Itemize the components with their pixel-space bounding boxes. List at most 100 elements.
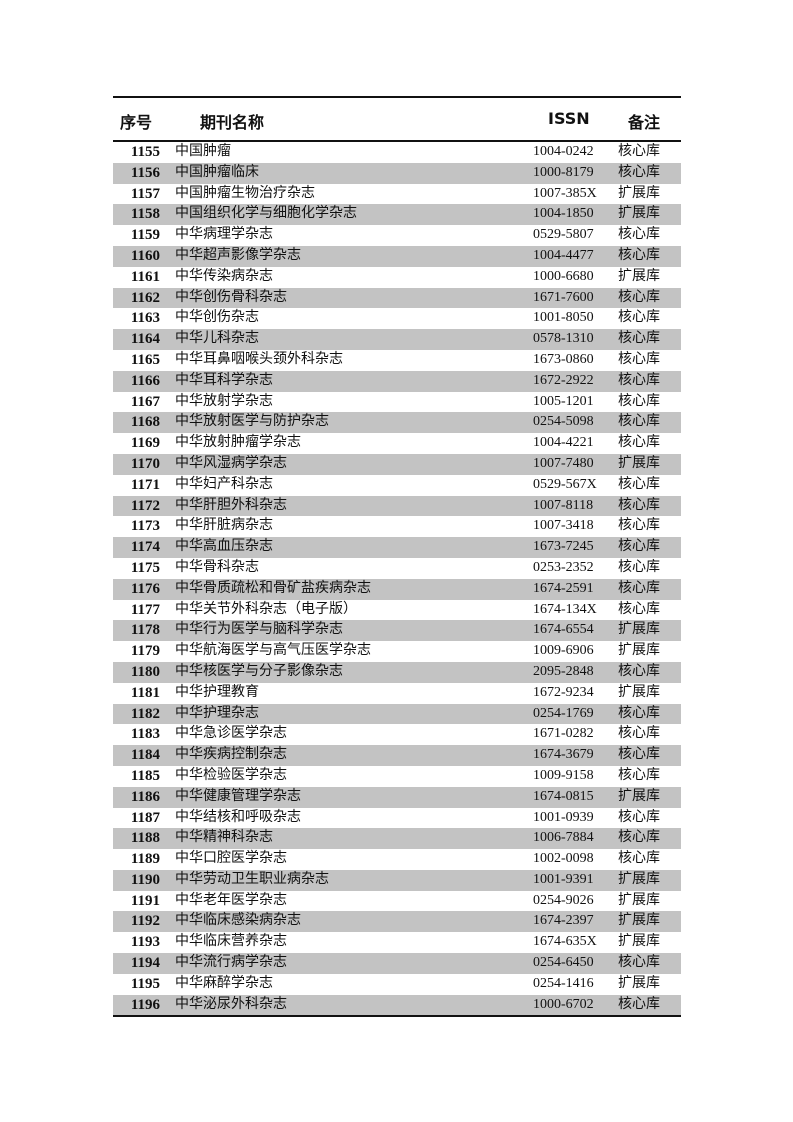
journal-name: 中华行为医学与脑科学杂志 [175, 622, 343, 638]
row-number: 1177 [130, 601, 160, 618]
library-note: 扩展库 [618, 892, 660, 908]
issn: 1007-7480 [533, 455, 594, 471]
row-number: 1165 [130, 351, 160, 368]
table-row: 1157 中国肿瘤生物治疗杂志 1007-385X 扩展库 [113, 184, 681, 205]
library-note: 核心库 [618, 705, 660, 721]
journal-name: 中华老年医学杂志 [175, 892, 287, 908]
row-number: 1178 [130, 622, 160, 639]
issn: 1674-2591 [533, 580, 594, 596]
journal-name: 中华航海医学与高气压医学杂志 [175, 643, 371, 659]
row-number: 1156 [130, 164, 160, 181]
row-number: 1163 [130, 310, 160, 327]
table-row: 1193 中华临床营养杂志 1674-635X 扩展库 [113, 932, 681, 953]
header-issn: ISSN [548, 109, 590, 128]
journal-name: 中华放射肿瘤学杂志 [175, 435, 301, 451]
header-name: 期刊名称 [200, 113, 265, 132]
row-number: 1167 [130, 393, 160, 410]
library-note: 扩展库 [618, 643, 660, 659]
journal-name: 中国肿瘤临床 [175, 164, 259, 180]
journal-name: 中华急诊医学杂志 [175, 726, 287, 742]
row-number: 1171 [130, 476, 160, 493]
journal-name: 中国肿瘤生物治疗杂志 [175, 185, 315, 201]
journal-name: 中华核医学与分子影像杂志 [175, 663, 343, 679]
library-note: 核心库 [618, 996, 660, 1012]
table-row: 1169 中华放射肿瘤学杂志 1004-4221 核心库 [113, 433, 681, 454]
table-row: 1176 中华骨质疏松和骨矿盐疾病杂志 1674-2591 核心库 [113, 578, 681, 600]
table-row: 1181 中华护理教育 1672-9234 扩展库 [113, 683, 681, 704]
journal-name: 中华骨科杂志 [175, 559, 259, 575]
issn: 1007-385X [533, 185, 597, 201]
journal-name: 中华妇产科杂志 [175, 476, 273, 492]
issn: 1671-7600 [533, 289, 594, 305]
issn: 1004-4221 [533, 435, 594, 451]
bottom-rule [113, 1015, 681, 1018]
journal-name: 中华肝脏病杂志 [175, 518, 273, 534]
library-note: 扩展库 [618, 622, 660, 638]
table-row: 1180 中华核医学与分子影像杂志 2095-2848 核心库 [113, 661, 681, 683]
row-number: 1158 [130, 206, 160, 223]
library-note: 扩展库 [618, 684, 660, 700]
row-number: 1186 [130, 788, 160, 805]
table-row: 1171 中华妇产科杂志 0529-567X 核心库 [113, 475, 681, 496]
row-number: 1175 [130, 559, 160, 576]
library-note: 核心库 [618, 310, 660, 326]
library-note: 核心库 [618, 747, 660, 763]
library-note: 核心库 [618, 955, 660, 971]
issn: 1006-7884 [533, 830, 594, 846]
row-number: 1180 [130, 663, 160, 680]
row-number: 1196 [130, 996, 160, 1013]
table-row: 1174 中华高血压杂志 1673-7245 核心库 [113, 537, 681, 558]
library-note: 核心库 [618, 144, 660, 159]
journal-name: 中华儿科杂志 [175, 331, 259, 347]
row-number: 1157 [130, 185, 160, 202]
table-row: 1178 中华行为医学与脑科学杂志 1674-6554 扩展库 [113, 620, 681, 642]
table-row: 1184 中华疾病控制杂志 1674-3679 核心库 [113, 745, 681, 766]
issn: 0254-6450 [533, 955, 594, 971]
row-number: 1173 [130, 518, 160, 535]
row-number: 1169 [130, 435, 160, 452]
table-row: 1160 中华超声影像学杂志 1004-4477 核心库 [113, 245, 681, 267]
row-number: 1155 [130, 144, 160, 160]
row-number: 1191 [130, 892, 160, 909]
table-row: 1177 中华关节外科杂志（电子版） 1674-134X 核心库 [113, 600, 681, 621]
library-note: 核心库 [618, 726, 660, 742]
library-note: 核心库 [618, 331, 660, 347]
library-note: 核心库 [618, 830, 660, 846]
table-row: 1182 中华护理杂志 0254-1769 核心库 [113, 703, 681, 725]
library-note: 核心库 [618, 663, 660, 679]
library-note: 核心库 [618, 809, 660, 825]
header-no: 序号 [120, 113, 153, 132]
journal-name: 中华耳鼻咽喉头颈外科杂志 [175, 351, 343, 367]
library-note: 核心库 [618, 476, 660, 492]
journal-name: 中华临床营养杂志 [175, 934, 287, 950]
library-note: 核心库 [618, 601, 660, 617]
library-note: 核心库 [618, 372, 660, 388]
journal-name: 中华临床感染病杂志 [175, 913, 301, 929]
journal-name: 中华放射学杂志 [175, 393, 273, 409]
row-number: 1182 [130, 705, 160, 722]
journal-name: 中华传染病杂志 [175, 268, 273, 284]
library-note: 扩展库 [618, 871, 660, 887]
table-row: 1194 中华流行病学杂志 0254-6450 核心库 [113, 953, 681, 974]
issn: 0254-1769 [533, 705, 594, 721]
row-number: 1183 [130, 726, 160, 743]
row-number: 1164 [130, 331, 160, 348]
row-number: 1190 [130, 871, 160, 888]
issn: 1007-8118 [533, 497, 594, 513]
library-note: 核心库 [618, 227, 660, 243]
table-row: 1159 中华病理学杂志 0529-5807 核心库 [113, 225, 681, 246]
issn: 1673-7245 [533, 539, 594, 555]
journal-name: 中华耳科学杂志 [175, 372, 273, 388]
journal-name: 中华流行病学杂志 [175, 955, 287, 971]
journal-name: 中华麻醉学杂志 [175, 975, 273, 991]
issn: 0529-567X [533, 476, 597, 492]
journal-name: 中国组织化学与细胞化学杂志 [175, 206, 357, 222]
issn: 1673-0860 [533, 351, 594, 367]
row-number: 1174 [130, 539, 160, 556]
issn: 1000-6680 [533, 268, 594, 284]
row-number: 1185 [130, 767, 160, 784]
library-note: 核心库 [618, 518, 660, 534]
library-note: 核心库 [618, 393, 660, 409]
row-number: 1187 [130, 809, 160, 826]
table-row: 1170 中华风湿病学杂志 1007-7480 扩展库 [113, 453, 681, 475]
